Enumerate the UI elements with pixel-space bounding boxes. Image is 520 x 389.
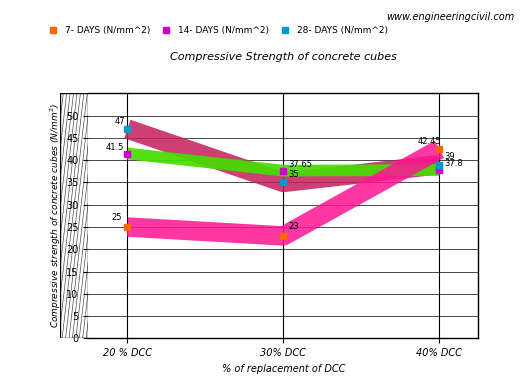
Text: Compressive Strength of concrete cubes: Compressive Strength of concrete cubes: [170, 52, 397, 62]
Text: 37.65: 37.65: [288, 160, 312, 169]
Text: 41.5: 41.5: [106, 143, 124, 152]
Text: 47: 47: [115, 117, 125, 126]
Text: www.engineeringcivil.com: www.engineeringcivil.com: [386, 12, 515, 22]
Text: 37.8: 37.8: [444, 159, 463, 168]
X-axis label: % of replacement of DCC: % of replacement of DCC: [222, 364, 345, 374]
Legend: 7- DAYS (N/mm^2), 14- DAYS (N/mm^2), 28- DAYS (N/mm^2): 7- DAYS (N/mm^2), 14- DAYS (N/mm^2), 28-…: [42, 25, 390, 37]
Text: 42.45: 42.45: [418, 137, 441, 146]
Text: 25: 25: [112, 213, 122, 223]
Text: 39: 39: [444, 152, 454, 161]
Text: 35: 35: [288, 170, 298, 179]
Y-axis label: Compressive strength of concrete cubes (N/mm$^2$): Compressive strength of concrete cubes (…: [49, 103, 63, 328]
Text: 23: 23: [288, 222, 298, 231]
